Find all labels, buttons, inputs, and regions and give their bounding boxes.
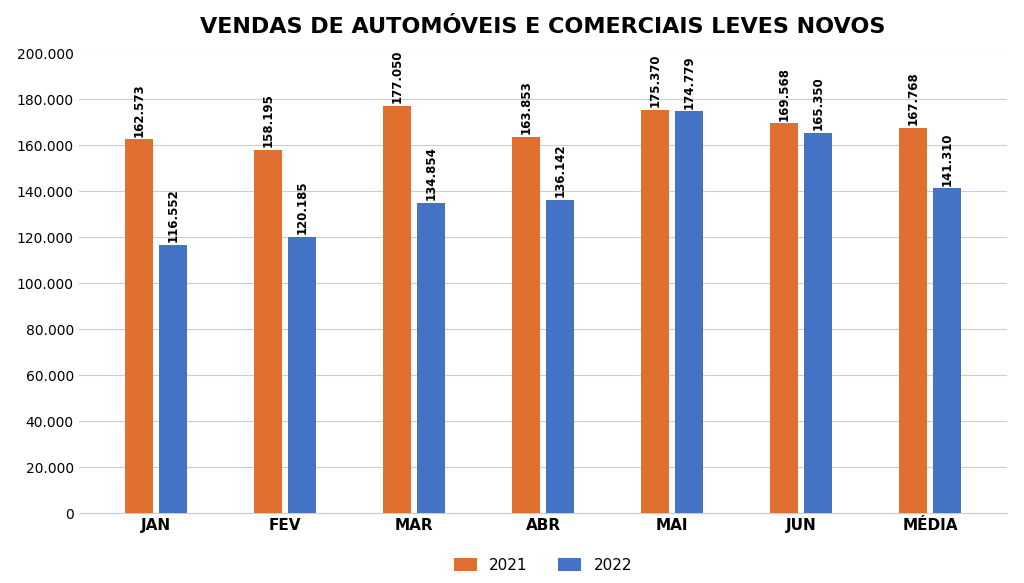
Text: 169.568: 169.568 (777, 66, 791, 121)
Title: VENDAS DE AUTOMÓVEIS E COMERCIAIS LEVES NOVOS: VENDAS DE AUTOMÓVEIS E COMERCIAIS LEVES … (201, 17, 886, 37)
Bar (770, 124, 798, 513)
Bar (417, 203, 445, 513)
Text: 177.050: 177.050 (390, 50, 403, 103)
Text: 141.310: 141.310 (940, 132, 953, 185)
Text: 120.185: 120.185 (296, 181, 308, 234)
Text: 165.350: 165.350 (811, 76, 824, 131)
Text: 116.552: 116.552 (167, 189, 179, 243)
Text: 167.768: 167.768 (906, 71, 920, 125)
Text: 158.195: 158.195 (261, 93, 274, 147)
Text: 163.853: 163.853 (519, 80, 532, 134)
Bar (159, 245, 187, 513)
Bar (899, 128, 927, 513)
Bar (125, 139, 154, 513)
Text: 174.779: 174.779 (683, 55, 695, 108)
Text: 175.370: 175.370 (648, 54, 662, 107)
Bar (254, 150, 283, 513)
Legend: 2021, 2022: 2021, 2022 (447, 552, 638, 579)
Bar (383, 106, 412, 513)
Text: 162.573: 162.573 (132, 83, 145, 137)
Bar (933, 188, 962, 513)
Bar (804, 133, 833, 513)
Bar (675, 111, 703, 513)
Bar (641, 110, 669, 513)
Bar (512, 136, 540, 513)
Bar (288, 237, 316, 513)
Text: 134.854: 134.854 (425, 146, 437, 201)
Text: 136.142: 136.142 (554, 144, 566, 198)
Bar (546, 200, 574, 513)
